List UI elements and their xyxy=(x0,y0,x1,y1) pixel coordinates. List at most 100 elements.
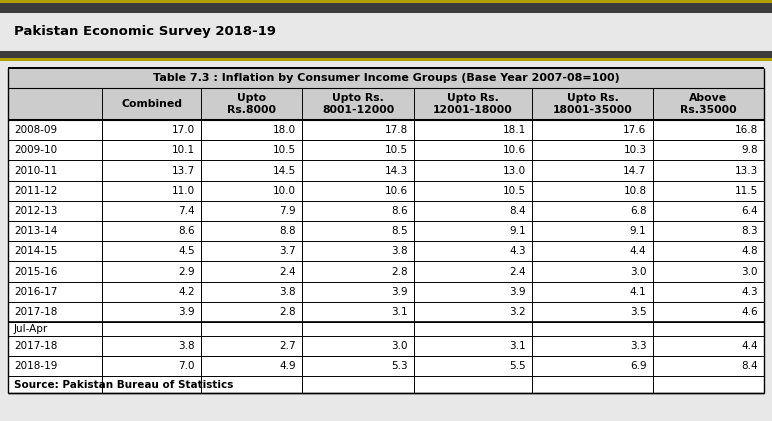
Text: 2010-11: 2010-11 xyxy=(14,165,57,176)
Text: 3.8: 3.8 xyxy=(178,341,195,351)
Text: Source: Pakistan Bureau of Statistics: Source: Pakistan Bureau of Statistics xyxy=(14,380,233,390)
Text: 10.1: 10.1 xyxy=(171,145,195,155)
Text: 2013-14: 2013-14 xyxy=(14,226,57,236)
Text: 3.7: 3.7 xyxy=(279,246,296,256)
Text: 7.0: 7.0 xyxy=(178,361,195,371)
Text: 2.8: 2.8 xyxy=(279,307,296,317)
Text: 3.8: 3.8 xyxy=(391,246,408,256)
Text: 9.1: 9.1 xyxy=(630,226,646,236)
Text: Combined: Combined xyxy=(121,99,182,109)
Text: 4.3: 4.3 xyxy=(510,246,527,256)
Text: 7.4: 7.4 xyxy=(178,206,195,216)
Text: 3.9: 3.9 xyxy=(391,287,408,297)
Text: 10.8: 10.8 xyxy=(623,186,646,196)
Text: 10.3: 10.3 xyxy=(623,145,646,155)
Text: 3.9: 3.9 xyxy=(510,287,527,297)
Bar xyxy=(0,0,772,3)
Text: 13.3: 13.3 xyxy=(735,165,758,176)
Text: 3.8: 3.8 xyxy=(279,287,296,297)
Text: 4.1: 4.1 xyxy=(630,287,646,297)
Text: 2015-16: 2015-16 xyxy=(14,266,57,277)
Text: 2016-17: 2016-17 xyxy=(14,287,57,297)
Text: 2017-18: 2017-18 xyxy=(14,341,57,351)
Text: 4.3: 4.3 xyxy=(741,287,758,297)
Text: Upto Rs.
8001-12000: Upto Rs. 8001-12000 xyxy=(322,93,394,115)
Text: 8.4: 8.4 xyxy=(510,206,527,216)
Text: 18.1: 18.1 xyxy=(503,125,527,135)
Text: 10.6: 10.6 xyxy=(384,186,408,196)
Text: 2.7: 2.7 xyxy=(279,341,296,351)
Text: 17.0: 17.0 xyxy=(171,125,195,135)
Text: Upto Rs.
12001-18000: Upto Rs. 12001-18000 xyxy=(433,93,513,115)
Text: 2.4: 2.4 xyxy=(510,266,527,277)
Text: 8.8: 8.8 xyxy=(279,226,296,236)
Text: 4.9: 4.9 xyxy=(279,361,296,371)
Text: 8.6: 8.6 xyxy=(391,206,408,216)
Text: 10.5: 10.5 xyxy=(384,145,408,155)
Text: 3.3: 3.3 xyxy=(630,341,646,351)
Text: 2018-19: 2018-19 xyxy=(14,361,57,371)
Text: 10.5: 10.5 xyxy=(273,145,296,155)
Text: 11.5: 11.5 xyxy=(735,186,758,196)
Text: 10.6: 10.6 xyxy=(503,145,527,155)
Bar xyxy=(8,88,764,120)
Text: 5.5: 5.5 xyxy=(510,361,527,371)
Text: 3.5: 3.5 xyxy=(630,307,646,317)
Text: 2009-10: 2009-10 xyxy=(14,145,57,155)
Text: Pakistan Economic Survey 2018-19: Pakistan Economic Survey 2018-19 xyxy=(14,26,276,38)
Text: 3.0: 3.0 xyxy=(391,341,408,351)
Text: 10.0: 10.0 xyxy=(273,186,296,196)
Bar xyxy=(0,51,772,58)
Text: 9.1: 9.1 xyxy=(510,226,527,236)
Text: 14.5: 14.5 xyxy=(273,165,296,176)
Text: Above
Rs.35000: Above Rs.35000 xyxy=(680,93,736,115)
Bar xyxy=(8,68,764,393)
Text: 9.8: 9.8 xyxy=(741,145,758,155)
Text: 2.9: 2.9 xyxy=(178,266,195,277)
Text: 3.0: 3.0 xyxy=(742,266,758,277)
Text: 17.8: 17.8 xyxy=(384,125,408,135)
Bar xyxy=(0,58,772,61)
Text: 7.9: 7.9 xyxy=(279,206,296,216)
Text: 13.7: 13.7 xyxy=(171,165,195,176)
Bar xyxy=(0,3,772,13)
Text: 2.8: 2.8 xyxy=(391,266,408,277)
Text: 2.4: 2.4 xyxy=(279,266,296,277)
Text: 3.9: 3.9 xyxy=(178,307,195,317)
Text: 4.2: 4.2 xyxy=(178,287,195,297)
Text: 18.0: 18.0 xyxy=(273,125,296,135)
Text: 14.7: 14.7 xyxy=(623,165,646,176)
Text: 6.8: 6.8 xyxy=(630,206,646,216)
Text: 11.0: 11.0 xyxy=(171,186,195,196)
Text: 2012-13: 2012-13 xyxy=(14,206,57,216)
Text: 4.4: 4.4 xyxy=(741,341,758,351)
Text: 8.3: 8.3 xyxy=(741,226,758,236)
Text: 3.1: 3.1 xyxy=(391,307,408,317)
Text: 8.4: 8.4 xyxy=(741,361,758,371)
Text: 14.3: 14.3 xyxy=(384,165,408,176)
Text: 17.6: 17.6 xyxy=(623,125,646,135)
Text: Jul-Apr: Jul-Apr xyxy=(14,324,48,334)
Text: 10.5: 10.5 xyxy=(503,186,527,196)
Text: 5.3: 5.3 xyxy=(391,361,408,371)
Text: Upto Rs.
18001-35000: Upto Rs. 18001-35000 xyxy=(553,93,632,115)
Text: 3.2: 3.2 xyxy=(510,307,527,317)
Text: 8.6: 8.6 xyxy=(178,226,195,236)
Text: 4.4: 4.4 xyxy=(630,246,646,256)
Text: 2017-18: 2017-18 xyxy=(14,307,57,317)
Text: Table 7.3 : Inflation by Consumer Income Groups (Base Year 2007-08=100): Table 7.3 : Inflation by Consumer Income… xyxy=(153,73,619,83)
Text: 2011-12: 2011-12 xyxy=(14,186,57,196)
Text: 4.5: 4.5 xyxy=(178,246,195,256)
Text: Upto
Rs.8000: Upto Rs.8000 xyxy=(227,93,276,115)
Text: 8.5: 8.5 xyxy=(391,226,408,236)
Text: 2014-15: 2014-15 xyxy=(14,246,57,256)
Text: 6.4: 6.4 xyxy=(741,206,758,216)
Text: 4.6: 4.6 xyxy=(741,307,758,317)
Text: 4.8: 4.8 xyxy=(741,246,758,256)
Text: 13.0: 13.0 xyxy=(503,165,527,176)
Text: 3.0: 3.0 xyxy=(630,266,646,277)
Text: 2008-09: 2008-09 xyxy=(14,125,57,135)
Text: 3.1: 3.1 xyxy=(510,341,527,351)
Text: 16.8: 16.8 xyxy=(735,125,758,135)
Text: 6.9: 6.9 xyxy=(630,361,646,371)
